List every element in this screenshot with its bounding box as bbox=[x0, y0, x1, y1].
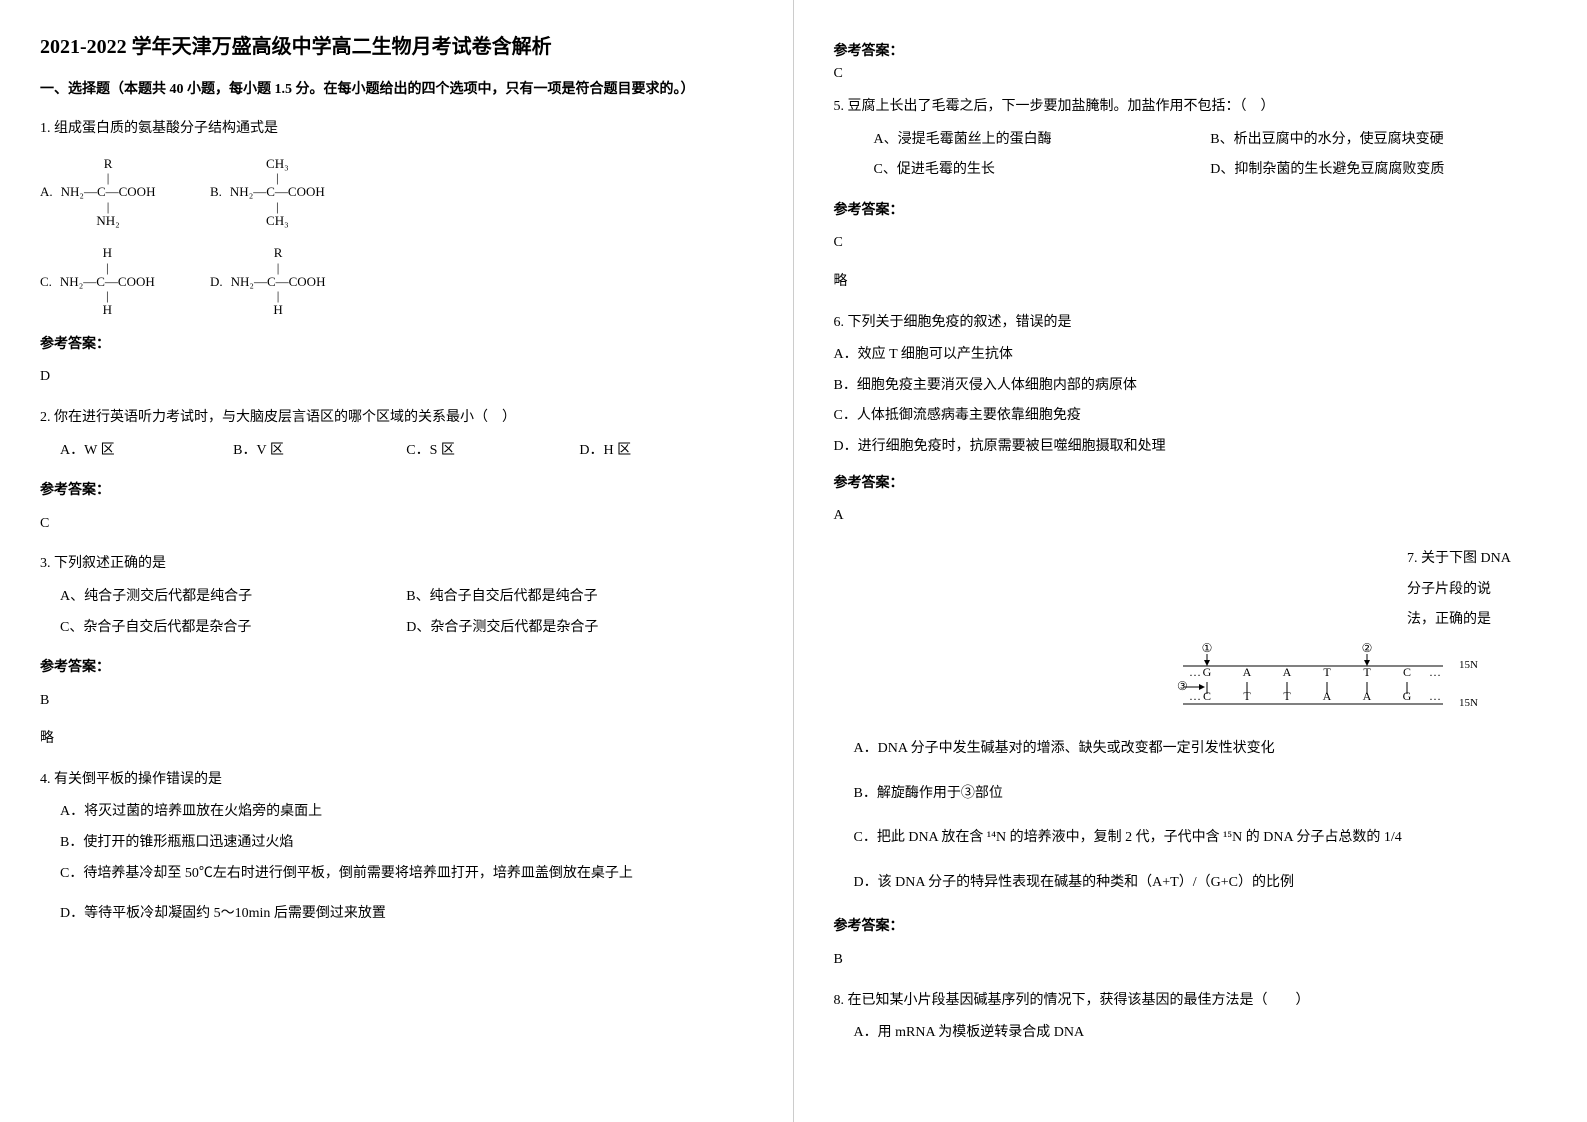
q3-note: 略 bbox=[40, 726, 753, 753]
svg-text:①: ① bbox=[1202, 642, 1213, 655]
svg-text:15N: 15N bbox=[1459, 659, 1478, 671]
svg-text:T: T bbox=[1323, 665, 1331, 679]
answer-label: 参考答案： bbox=[40, 655, 753, 682]
q7-choice-b: B．解旋酶作用于③部位 bbox=[854, 781, 1548, 808]
svg-text:A: A bbox=[1243, 665, 1252, 679]
question-6: 6. 下列关于细胞免疫的叙述，错误的是 A．效应 T 细胞可以产生抗体 B．细胞… bbox=[834, 310, 1548, 530]
question-8: 8. 在已知某小片段基因碱基序列的情况下，获得该基因的最佳方法是（ ） A．用 … bbox=[834, 988, 1548, 1047]
q1-a-bot: NH₂ bbox=[96, 214, 119, 228]
q7-stem-l2: 分子片段的说 bbox=[1407, 575, 1547, 606]
q4-choice-d: D．等待平板冷却凝固约 5～10min 后需要倒过来放置 bbox=[60, 901, 753, 928]
q6-choice-c: C．人体抵御流感病毒主要依靠细胞免疫 bbox=[834, 403, 1548, 430]
q1-d-top: R bbox=[274, 246, 283, 260]
q1-c-bot: H bbox=[103, 303, 112, 317]
q2-choice-a: A．W 区 bbox=[60, 438, 233, 465]
q1-c-top: H bbox=[103, 246, 112, 260]
question-1: 1. 组成蛋白质的氨基酸分子结构通式是 A. R | NH₂—C—COOH | … bbox=[40, 116, 753, 391]
question-2: 2. 你在进行英语听力考试时，与大脑皮层言语区的哪个区域的关系最小（ ） A．W… bbox=[40, 405, 753, 537]
q2-choice-b: B．V 区 bbox=[233, 438, 406, 465]
q1-d-bot: H bbox=[273, 303, 282, 317]
answer-label: 参考答案： bbox=[834, 198, 1548, 225]
q7-choice-d: D．该 DNA 分子的特异性表现在碱基的种类和（A+T）/（G+C）的比例 bbox=[854, 870, 1548, 897]
svg-text:G: G bbox=[1203, 665, 1212, 679]
question-5: 5. 豆腐上长出了毛霉之后，下一步要加盐腌制。加盐作用不包括：（ ） A、浸提毛… bbox=[834, 94, 1548, 296]
answer-label: 参考答案： bbox=[834, 471, 1548, 498]
q5-choice-b: B、析出豆腐中的水分，使豆腐块变硬 bbox=[1210, 127, 1547, 154]
q4-choice-c: C．待培养基冷却至 50℃左右时进行倒平板，倒前需要将培养皿打开，培养皿盖倒放在… bbox=[60, 861, 753, 888]
q1-a-top: R bbox=[104, 157, 113, 171]
q1-choice-a: A. R | NH₂—C—COOH | NH₂ bbox=[40, 157, 210, 228]
q3-stem: 3. 下列叙述正确的是 bbox=[40, 551, 753, 578]
q1-d-label: D. bbox=[210, 270, 223, 295]
q1-d-mid: NH₂—C—COOH bbox=[231, 275, 326, 289]
question-7: 7. 关于下图 DNA 分子片段的说 法，正确的是 ③……GCATATTATAC… bbox=[834, 544, 1548, 974]
svg-text:②: ② bbox=[1362, 642, 1373, 655]
q4-choice-a: A．将灭过菌的培养皿放在火焰旁的桌面上 bbox=[60, 799, 753, 826]
q3-choice-a: A、纯合子测交后代都是纯合子 bbox=[60, 584, 406, 611]
q2-choice-d: D．H 区 bbox=[579, 438, 752, 465]
q5-stem: 5. 豆腐上长出了毛霉之后，下一步要加盐腌制。加盐作用不包括：（ ） bbox=[834, 94, 1548, 121]
svg-text:15N: 15N bbox=[1459, 697, 1478, 709]
q1-a-mid: NH₂—C—COOH bbox=[61, 185, 156, 199]
svg-text:…: … bbox=[1189, 665, 1201, 679]
section-heading: 一、选择题（本题共 40 小题，每小题 1.5 分。在每小题给出的四个选项中，只… bbox=[40, 77, 753, 102]
q1-formula-grid: A. R | NH₂—C—COOH | NH₂ B. CH₃ | NH₂—C—C… bbox=[40, 157, 753, 318]
q3-answer: B bbox=[40, 688, 753, 715]
q5-note: 略 bbox=[834, 269, 1548, 296]
q2-stem: 2. 你在进行英语听力考试时，与大脑皮层言语区的哪个区域的关系最小（ ） bbox=[40, 405, 753, 432]
q4-answer: C bbox=[834, 66, 1548, 82]
q1-choice-b: B. CH₃ | NH₂—C—COOH | CH₃ bbox=[210, 157, 380, 228]
q5-choice-a: A、浸提毛霉菌丝上的蛋白酶 bbox=[874, 127, 1211, 154]
svg-text:③: ③ bbox=[1177, 679, 1188, 693]
q6-stem: 6. 下列关于细胞免疫的叙述，错误的是 bbox=[834, 310, 1548, 337]
q1-choice-d: D. R | NH₂—C—COOH | H bbox=[210, 246, 380, 317]
q1-b-mid: NH₂—C—COOH bbox=[230, 185, 325, 199]
q6-choice-d: D．进行细胞免疫时，抗原需要被巨噬细胞摄取和处理 bbox=[834, 434, 1548, 461]
q5-choice-c: C、促进毛霉的生长 bbox=[874, 157, 1211, 184]
svg-text:…: … bbox=[1429, 665, 1441, 679]
q1-c-mid: NH₂—C—COOH bbox=[60, 275, 155, 289]
q4-choice-b: B．使打开的锥形瓶瓶口迅速通过火焰 bbox=[60, 830, 753, 857]
q1-choice-c: C. H | NH₂—C—COOH | H bbox=[40, 246, 210, 317]
q8-choice-a: A．用 mRNA 为模板逆转录合成 DNA bbox=[854, 1020, 1548, 1047]
question-4: 4. 有关倒平板的操作错误的是 A．将灭过菌的培养皿放在火焰旁的桌面上 B．使打… bbox=[40, 767, 753, 928]
answer-label: 参考答案： bbox=[834, 40, 1548, 60]
answer-label: 参考答案： bbox=[40, 332, 753, 359]
q1-a-label: A. bbox=[40, 180, 53, 205]
q3-choice-c: C、杂合子自交后代都是杂合子 bbox=[60, 615, 406, 642]
svg-text:…: … bbox=[1189, 689, 1201, 703]
q5-answer: C bbox=[834, 230, 1548, 257]
answer-label: 参考答案： bbox=[834, 914, 1548, 941]
answer-label: 参考答案： bbox=[40, 478, 753, 505]
q5-choice-d: D、抑制杂菌的生长避免豆腐腐败变质 bbox=[1210, 157, 1547, 184]
q7-choice-a: A．DNA 分子中发生碱基对的增添、缺失或改变都一定引发性状变化 bbox=[854, 736, 1548, 763]
q2-answer: C bbox=[40, 511, 753, 538]
q6-choice-a: A．效应 T 细胞可以产生抗体 bbox=[834, 342, 1548, 369]
q7-choice-c: C．把此 DNA 放在含 ¹⁴N 的培养液中，复制 2 代，子代中含 ¹⁵N 的… bbox=[854, 825, 1548, 852]
svg-text:T: T bbox=[1363, 665, 1371, 679]
q1-stem: 1. 组成蛋白质的氨基酸分子结构通式是 bbox=[40, 116, 753, 143]
svg-text:A: A bbox=[1283, 665, 1292, 679]
page-title: 2021-2022 学年天津万盛高级中学高二生物月考试卷含解析 bbox=[40, 30, 753, 59]
q1-b-top: CH₃ bbox=[266, 157, 289, 171]
q7-stem-l1: 7. 关于下图 DNA bbox=[1407, 544, 1547, 575]
svg-text:C: C bbox=[1403, 665, 1411, 679]
q7-stem-l3: 法，正确的是 bbox=[1407, 605, 1547, 636]
q8-stem: 8. 在已知某小片段基因碱基序列的情况下，获得该基因的最佳方法是（ ） bbox=[834, 988, 1548, 1015]
q1-b-bot: CH₃ bbox=[266, 214, 289, 228]
dna-diagram: ③……GCATATTATACG……①②15N15N bbox=[1147, 642, 1507, 722]
q3-choice-d: D、杂合子测交后代都是杂合子 bbox=[406, 615, 752, 642]
q7-answer: B bbox=[834, 947, 1548, 974]
q1-b-label: B. bbox=[210, 180, 222, 205]
q6-choice-b: B．细胞免疫主要消灭侵入人体细胞内部的病原体 bbox=[834, 373, 1548, 400]
q4-stem: 4. 有关倒平板的操作错误的是 bbox=[40, 767, 753, 794]
q6-answer: A bbox=[834, 503, 1548, 530]
q1-c-label: C. bbox=[40, 270, 52, 295]
q1-answer: D bbox=[40, 364, 753, 391]
question-3: 3. 下列叙述正确的是 A、纯合子测交后代都是纯合子 B、纯合子自交后代都是纯合… bbox=[40, 551, 753, 753]
svg-text:…: … bbox=[1429, 689, 1441, 703]
q3-choice-b: B、纯合子自交后代都是纯合子 bbox=[406, 584, 752, 611]
q2-choice-c: C．S 区 bbox=[406, 438, 579, 465]
